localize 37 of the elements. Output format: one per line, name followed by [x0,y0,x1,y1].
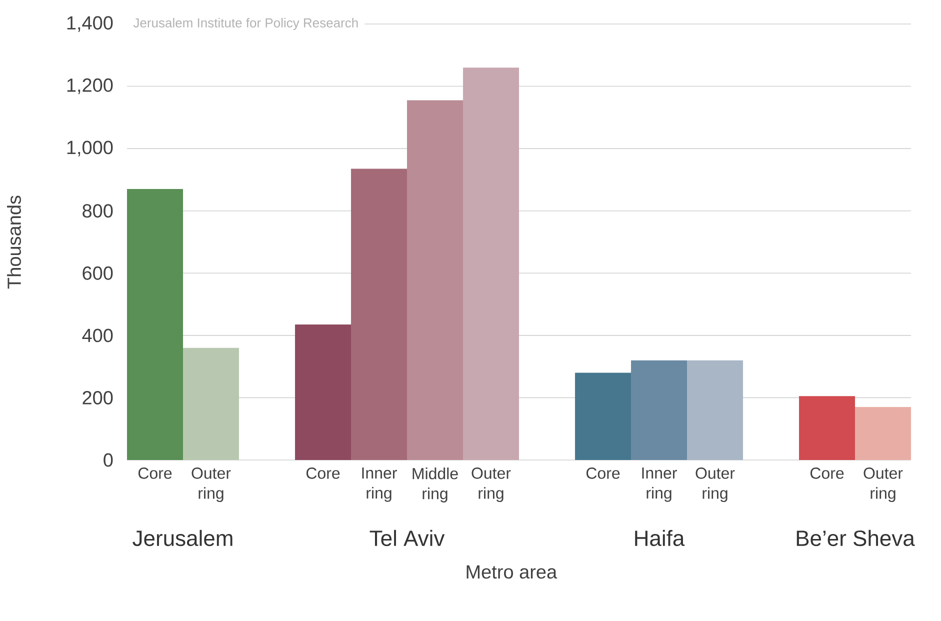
x-tick-label: Outer ring [696,468,735,502]
bar [183,348,240,460]
x-tick-label: Core [138,468,172,479]
y-tick-label: 400 [82,328,113,342]
bar [631,360,688,460]
bar [855,407,912,460]
bar [575,372,632,460]
bar [687,360,744,460]
x-tick-label: Core [586,468,620,479]
bar [351,168,408,460]
text: Jerusalem [132,530,232,546]
x-tick-label: Core [306,468,340,479]
x-tick-label: Inner ring [642,468,677,502]
y-axis-title: Thousands [7,196,21,289]
bar [295,324,352,460]
y-tick-label: 1,200 [67,78,113,94]
bar [127,189,184,460]
text: Haifa [635,530,685,546]
x-axis-title: Metro area [466,565,558,579]
annotation: Jerusalem Institute for Policy Research [133,18,358,30]
y-tick-label: 0 [104,453,113,467]
bar [799,396,856,460]
text: Be’er Sheva [796,530,915,546]
x-tick-label: Outer ring [192,468,231,502]
x-tick-label: Outer ring [472,468,511,502]
y-tick-label: 600 [82,266,113,280]
y-tick-label: 800 [82,204,113,218]
x-tick-label: Inner ring [362,468,397,502]
text: Tel Aviv [370,530,445,546]
y-tick-label: 200 [82,390,113,404]
bar [463,68,520,460]
y-tick-label: 1,400 [67,16,113,32]
bar [407,100,464,460]
y-tick-label: 1,000 [67,140,113,156]
x-tick-label: Core [810,468,844,479]
x-tick-label: Middle ring [412,468,458,502]
x-tick-label: Outer ring [864,468,903,502]
